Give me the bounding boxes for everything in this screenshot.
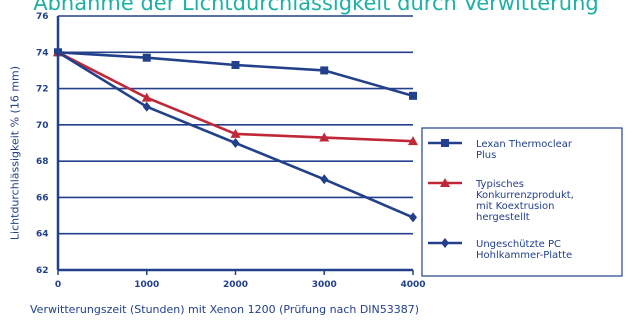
y-tick-label: 76	[36, 12, 49, 22]
y-tick-label: 70	[36, 121, 49, 131]
legend-box	[421, 127, 623, 277]
legend-label: Typisches	[475, 179, 524, 190]
axes	[56, 16, 414, 275]
chart-title: Abnahme der Lichtdurchlässigkeit durch V…	[33, 0, 599, 15]
legend-marker-2	[440, 178, 450, 187]
data-point-series-3	[54, 47, 62, 58]
x-tick-label: 2000	[223, 280, 248, 290]
y-tick-label: 62	[36, 266, 49, 276]
x-tick-label: 1000	[134, 280, 159, 290]
y-tick-label: 74	[36, 48, 49, 58]
legend-label: Konkurrenzprodukt,	[476, 190, 574, 201]
y-tick-label: 64	[36, 230, 49, 240]
legend-label: hergestellt	[476, 212, 530, 223]
data-point-series-1	[142, 53, 151, 62]
data-point-series-2	[319, 132, 330, 142]
data-point-series-3	[409, 212, 417, 223]
series-group	[53, 47, 418, 223]
data-point-series-3	[320, 174, 329, 185]
data-point-series-2	[141, 92, 152, 102]
x-tick-label: 4000	[400, 280, 425, 290]
x-tick-label: 0	[55, 280, 61, 290]
data-point-series-1	[231, 60, 240, 69]
data-point-series-3	[231, 138, 240, 148]
legend-marker-1	[441, 139, 449, 147]
y-tick-label: 66	[36, 193, 49, 203]
data-point-series-1	[409, 91, 417, 100]
legend-label: Hohlkammer-Platte	[476, 250, 572, 261]
y-tick-label: 68	[36, 157, 49, 167]
legend-label: Ungeschützte PC	[476, 239, 561, 250]
legend-label: Plus	[476, 150, 496, 161]
data-point-series-2	[230, 128, 241, 138]
legend-label: Lexan Thermoclear	[476, 139, 573, 150]
y-tick-label: 72	[36, 85, 49, 95]
data-point-series-1	[320, 66, 329, 75]
x-tick-label: 3000	[312, 280, 337, 290]
x-axis-label: Verwitterungszeit (Stunden) mit Xenon 12…	[30, 303, 420, 316]
legend-label: mit Koextrusion	[476, 201, 555, 212]
tick-labels: 62 64 66 68 70 72 74 76 0 1000 2000 3000 4000	[36, 12, 426, 290]
legend-marker-3	[441, 238, 449, 248]
data-point-series-3	[142, 101, 151, 112]
data-point-series-2	[408, 136, 418, 146]
